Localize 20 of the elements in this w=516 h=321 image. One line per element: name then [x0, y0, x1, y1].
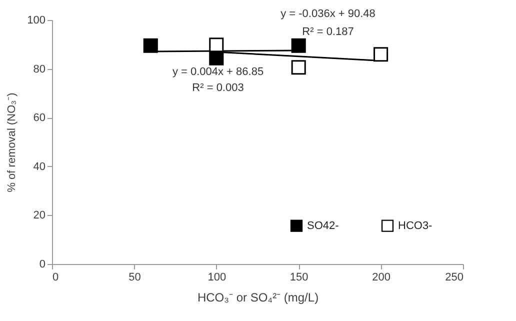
text: y = -0.036x + 90.48: [280, 8, 376, 20]
y-tick-label: 60: [33, 112, 46, 124]
x-axis-title: HCO₃⁻ or SO₄²⁻ (mg/L): [197, 290, 319, 304]
y-tick-label: 20: [33, 210, 46, 222]
y-tick-label: 100: [27, 14, 46, 26]
x-tick-label: 100: [208, 272, 226, 284]
y-tick-label: 40: [33, 160, 46, 173]
legend-label: HCO3-: [398, 220, 433, 232]
x-tick-label: 150: [290, 272, 308, 284]
x-tick-label: 50: [128, 272, 141, 284]
annotation: R² = 0.003: [192, 82, 244, 94]
y-tick-label: 80: [33, 63, 46, 76]
y-axis-title: % of removal (NO₃⁻): [6, 92, 18, 192]
x-tick-label: 200: [372, 272, 390, 284]
x-tick-label: 0: [52, 272, 59, 284]
x-tick-label: 250: [445, 272, 464, 284]
legend-label: SO42-: [307, 220, 340, 232]
annotation: y = 0.004x + 86.85: [172, 66, 264, 78]
annotation: R² = 0.187: [302, 26, 354, 38]
y-tick-label: 0: [39, 258, 46, 270]
